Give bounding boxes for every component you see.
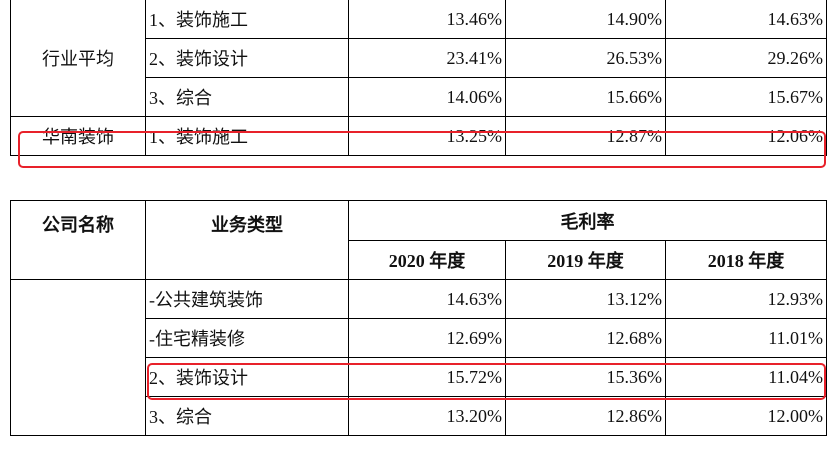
value-cell: 12.00% — [664, 396, 828, 436]
value-cell: 11.01% — [664, 318, 828, 358]
row: -公共建筑装饰 14.63% 13.12% 12.93% — [10, 279, 828, 436]
value-cell: 15.67% — [665, 77, 827, 117]
row: 2、装饰设计 23.41% 26.53% 29.26% — [11, 38, 827, 78]
type-cell: 3、综合 — [145, 396, 349, 436]
value-cell: 13.12% — [505, 279, 666, 319]
row: -住宅精装修 12.69% 12.68% 11.01% — [11, 318, 828, 358]
value-cell: 13.46% — [348, 0, 506, 39]
value-cell: 12.86% — [505, 396, 666, 436]
value-cell: 12.06% — [665, 116, 827, 156]
value-cell: 14.90% — [505, 0, 666, 39]
year-header: 2019 年度 — [505, 240, 666, 280]
type-cell: 1、装饰施工 — [145, 0, 349, 39]
value-cell: 12.68% — [505, 318, 666, 358]
highlight-box — [147, 363, 826, 400]
value-cell: 13.20% — [348, 396, 506, 436]
value-cell: 26.53% — [505, 38, 666, 78]
type-cell: -住宅精装修 — [145, 318, 349, 358]
type-cell: 2、装饰设计 — [145, 38, 349, 78]
type-cell: -公共建筑装饰 — [145, 279, 349, 319]
value-cell: 12.87% — [505, 116, 666, 156]
value-cell: 14.63% — [665, 0, 827, 39]
type-cell: 3、综合 — [145, 77, 349, 117]
row: 3、综合 13.20% 12.86% 12.00% — [11, 396, 828, 436]
value-cell: 12.69% — [348, 318, 506, 358]
value-cell: 14.06% — [348, 77, 506, 117]
value-cell: 12.93% — [664, 279, 828, 319]
metric-header: 毛利率 — [347, 200, 828, 241]
company-cell — [10, 279, 146, 436]
value-cell: 15.36% — [505, 357, 666, 397]
year-header: 2018 年度 — [664, 240, 828, 280]
type-header: 业务类型 — [145, 200, 349, 280]
row: 3、综合 14.06% 15.66% 15.67% — [11, 77, 827, 117]
industry-table: 行业平均 1、装饰施工 13.46% 14.90% 14.63% 2、装饰设计 23.41%… — [10, 0, 827, 156]
company-header: 公司名称 — [10, 200, 146, 280]
value-cell: 15.66% — [505, 77, 666, 117]
value-cell: 14.63% — [348, 279, 506, 319]
value-cell: 23.41% — [348, 38, 506, 78]
value-cell: 29.26% — [665, 38, 827, 78]
highlight-box — [18, 131, 826, 168]
year-header: 2020 年度 — [348, 240, 506, 280]
group-name: 行业平均 — [10, 0, 146, 117]
margin-table: 公司名称 业务类型 毛利率 2020 年度 2019 年度 2018 年度 -公共建… — [10, 200, 828, 436]
row: 行业平均 1、装饰施工 13.46% 14.90% 14.63% — [10, 0, 827, 117]
value-cell: 13.25% — [348, 116, 506, 156]
row: 华南装饰 1、装饰施工 13.25% 12.87% 12.06% — [10, 116, 827, 156]
